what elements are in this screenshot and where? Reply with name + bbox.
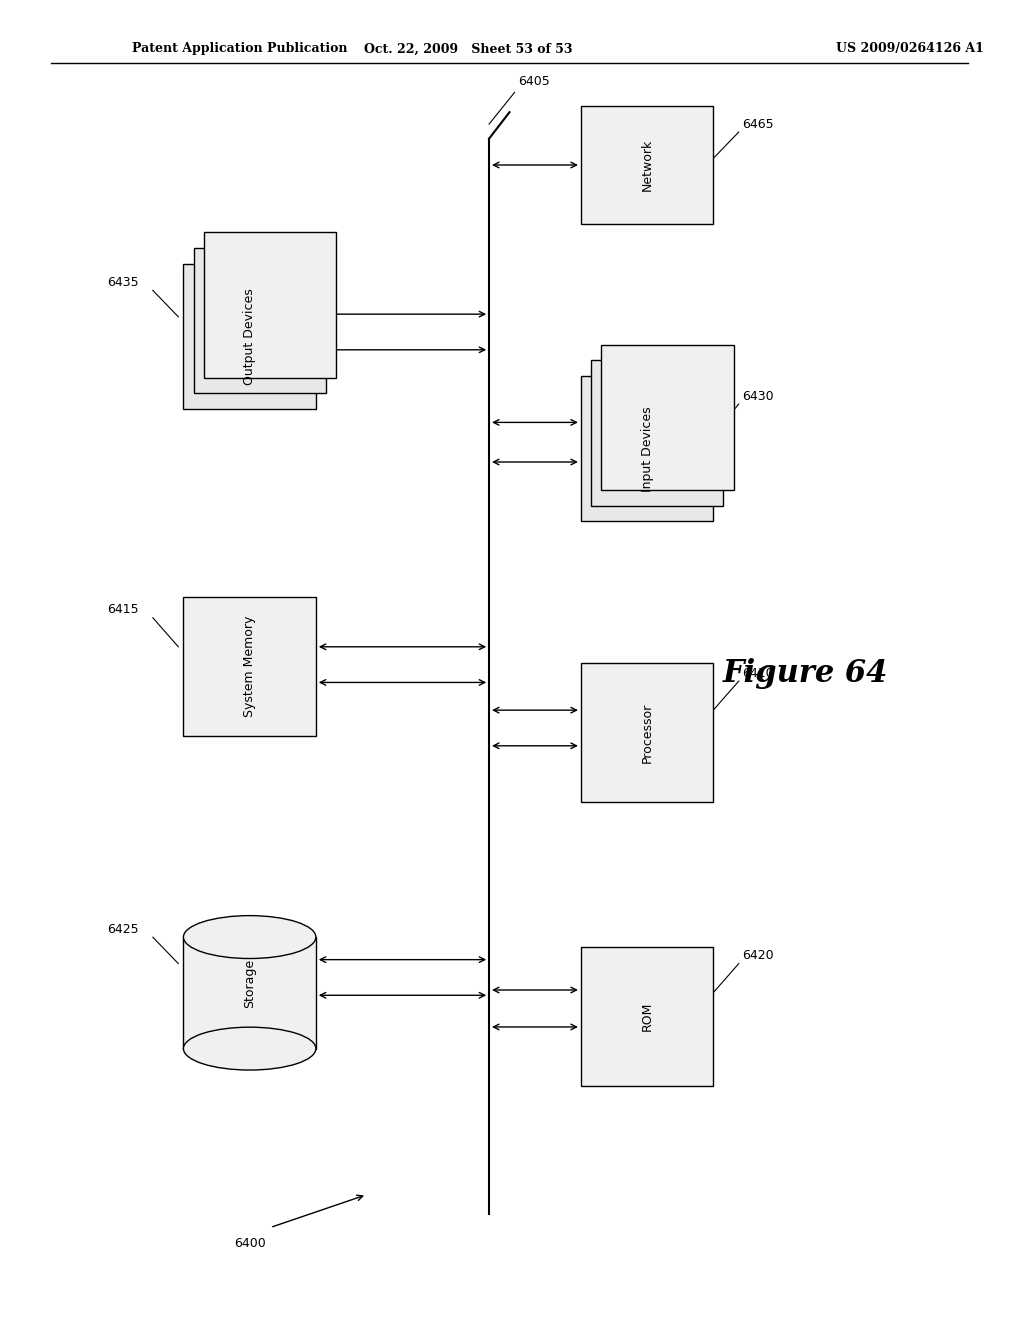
FancyBboxPatch shape <box>581 948 714 1085</box>
FancyBboxPatch shape <box>183 937 315 1048</box>
Text: Patent Application Publication: Patent Application Publication <box>132 42 348 55</box>
FancyBboxPatch shape <box>591 360 724 506</box>
Text: 6415: 6415 <box>106 603 138 616</box>
Text: 6425: 6425 <box>106 923 138 936</box>
Text: Storage: Storage <box>243 958 256 1008</box>
Text: Input Devices: Input Devices <box>641 407 653 491</box>
Ellipse shape <box>183 1027 315 1071</box>
Text: Output Devices: Output Devices <box>243 288 256 385</box>
Text: 6420: 6420 <box>741 949 773 962</box>
FancyBboxPatch shape <box>194 248 326 393</box>
FancyBboxPatch shape <box>581 376 714 521</box>
Text: Processor: Processor <box>641 702 653 763</box>
Text: 6465: 6465 <box>741 117 773 131</box>
FancyBboxPatch shape <box>581 106 714 224</box>
Text: 6410: 6410 <box>741 667 773 680</box>
Text: Figure 64: Figure 64 <box>722 657 888 689</box>
FancyBboxPatch shape <box>581 663 714 801</box>
Text: 6435: 6435 <box>106 276 138 289</box>
Text: 6400: 6400 <box>233 1237 265 1250</box>
Text: US 2009/0264126 A1: US 2009/0264126 A1 <box>836 42 983 55</box>
Text: System Memory: System Memory <box>243 616 256 717</box>
FancyBboxPatch shape <box>204 232 336 378</box>
Text: 6405: 6405 <box>518 75 550 88</box>
Text: Network: Network <box>641 139 653 191</box>
FancyBboxPatch shape <box>183 597 315 737</box>
Ellipse shape <box>183 916 315 958</box>
Text: ROM: ROM <box>641 1002 653 1031</box>
Text: 6430: 6430 <box>741 389 773 403</box>
FancyBboxPatch shape <box>601 345 733 490</box>
Text: Oct. 22, 2009   Sheet 53 of 53: Oct. 22, 2009 Sheet 53 of 53 <box>365 42 573 55</box>
FancyBboxPatch shape <box>183 264 315 409</box>
